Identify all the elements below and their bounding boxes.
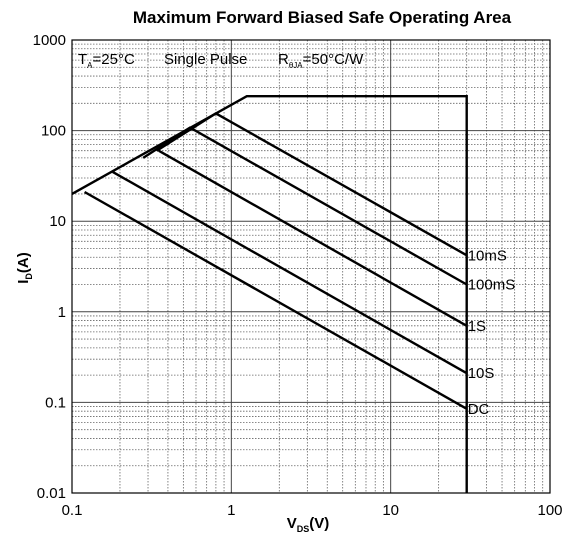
x-axis-label: VDS(V) (287, 515, 330, 534)
y-tick-label: 0.1 (45, 394, 66, 411)
y-tick-label: 1 (58, 304, 66, 321)
series-line-1s (158, 149, 468, 327)
x-tick-label: 100 (537, 502, 562, 519)
y-tick-label: 10 (49, 213, 66, 230)
plot-frame (71, 39, 551, 494)
y-tick-label: 0.01 (37, 485, 66, 502)
grid-layer (71, 39, 551, 494)
series-label-10s: 10S (468, 365, 495, 382)
series-label-1s: 1S (468, 318, 486, 335)
series-line-100ms (142, 126, 468, 286)
series-line-dc (84, 190, 468, 410)
y-axis-label: ID(A) (15, 252, 34, 284)
series-label-100ms: 100mS (468, 277, 516, 294)
x-tick-label: 1 (227, 502, 235, 519)
chart-title: Maximum Forward Biased Safe Operating Ar… (133, 8, 512, 27)
ambient-temp-annotation: TA=25°C (78, 51, 135, 70)
single-pulse-annotation: Single Pulse (164, 51, 247, 68)
soa-curves: 10mS 100mS 1S 10S DC (71, 94, 516, 493)
series-line-10s (112, 170, 468, 375)
x-tick-label: 10 (382, 502, 399, 519)
thermal-resistance-annotation: RθJA=50°C/W (278, 51, 364, 70)
series-label-10ms: 10mS (468, 247, 507, 264)
y-tick-label: 100 (41, 123, 66, 140)
series-label-dc: DC (468, 401, 490, 418)
series-line-10ms (156, 112, 468, 257)
x-tick-label: 0.1 (62, 502, 83, 519)
soa-boundary-line (71, 94, 468, 493)
y-tick-label: 1000 (33, 32, 66, 49)
